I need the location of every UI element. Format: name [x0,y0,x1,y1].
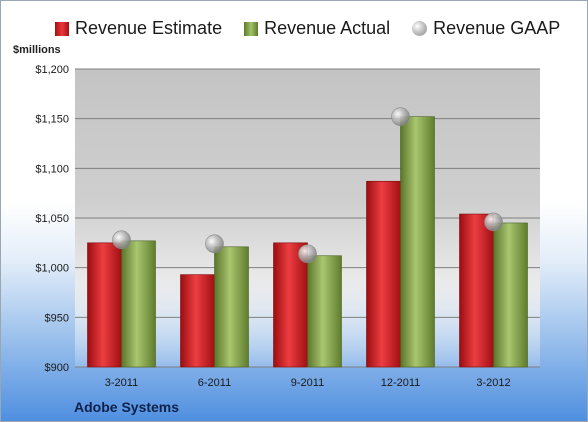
x-tick-label: 12-2011 [381,377,421,389]
x-tick-label: 9-2011 [291,377,324,389]
bar-revenue-estimate [180,274,215,368]
marker-revenue-gaap [484,212,503,232]
x-tick-label: 3-2011 [105,377,138,389]
bars [87,116,528,368]
gaap-markers [112,107,503,264]
company-name: Adobe Systems [74,399,180,415]
bar-revenue-estimate [87,242,122,368]
x-axis-labels: 3-2011 6-2011 9-2011 12-2011 3-2012 [105,377,511,389]
bar-revenue-actual [493,222,528,368]
bar-revenue-estimate [366,180,401,368]
legend: Revenue Estimate Revenue Actual Revenue … [55,18,560,39]
y-tick-label: $1,200 [35,64,69,76]
y-axis-labels: $900 $950 $1,000 $1,050 $1,100 $1,150 $1,200 [35,64,69,374]
legend-swatch-gaap [412,21,428,36]
y-tick-label: $950 [45,312,69,324]
legend-item-estimate: Revenue Estimate [55,18,222,39]
y-tick-label: $1,150 [35,114,69,126]
legend-label-actual: Revenue Actual [264,18,391,38]
y-axis-unit-label: $millions [13,44,61,56]
bar-revenue-estimate [459,213,494,368]
legend-swatch-estimate [55,21,69,36]
marker-revenue-gaap [391,107,410,126]
marker-revenue-gaap [112,230,131,250]
y-tick-label: $1,000 [35,263,69,275]
bar-revenue-actual [121,240,156,368]
marker-revenue-gaap [298,244,317,264]
x-tick-label: 3-2012 [476,377,510,389]
bar-revenue-actual [400,116,435,368]
bar-revenue-actual [307,255,342,368]
bar-revenue-actual [214,246,249,368]
legend-item-gaap: Revenue GAAP [412,18,560,39]
legend-label-gaap: Revenue GAAP [433,18,561,38]
legend-item-actual: Revenue Actual [244,18,390,39]
y-tick-label: $900 [45,362,69,374]
legend-label-estimate: Revenue Estimate [75,18,223,38]
marker-revenue-gaap [205,234,224,254]
legend-swatch-actual [244,21,259,36]
x-tick-label: 6-2011 [198,377,231,389]
y-tick-label: $1,100 [35,163,69,175]
bar-revenue-estimate [273,242,308,368]
y-tick-label: $1,050 [35,213,69,225]
